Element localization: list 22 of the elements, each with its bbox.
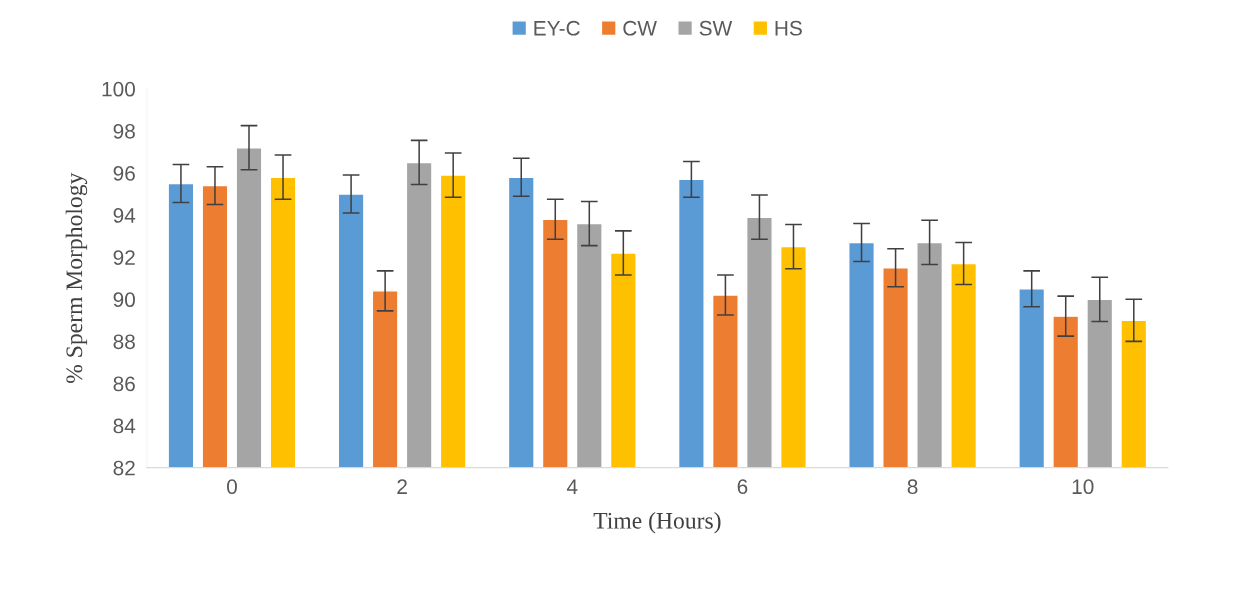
y-tick-label: 98 [113,123,135,139]
x-tick-label: 0 [227,479,237,495]
y-tick-label: 90 [113,292,135,308]
y-tick-label: 92 [113,250,135,265]
x-tick-label: 2 [397,479,407,494]
y-tick-label: 82 [113,460,135,476]
y-axis-title: % Sperm Morphology [65,172,88,384]
y-tick-label: 100 [102,81,135,97]
legend-label: CW [623,20,657,36]
x-axis-title: Time (Hours) [593,512,721,534]
x-tick-label: 10 [1072,479,1094,495]
legend-label: EY-C [534,20,580,36]
x-tick-label: 4 [566,479,578,494]
y-tick-label: 88 [113,334,135,350]
y-tick-label: 86 [113,376,135,392]
x-tick-label: 6 [737,479,748,495]
y-tick-label: 96 [113,166,135,181]
x-tick-label: 8 [907,479,918,495]
y-tick-label: 94 [113,208,136,223]
legend-label: SW [699,20,733,36]
y-tick-label: 84 [113,418,136,434]
legend-label: HS [775,20,802,36]
